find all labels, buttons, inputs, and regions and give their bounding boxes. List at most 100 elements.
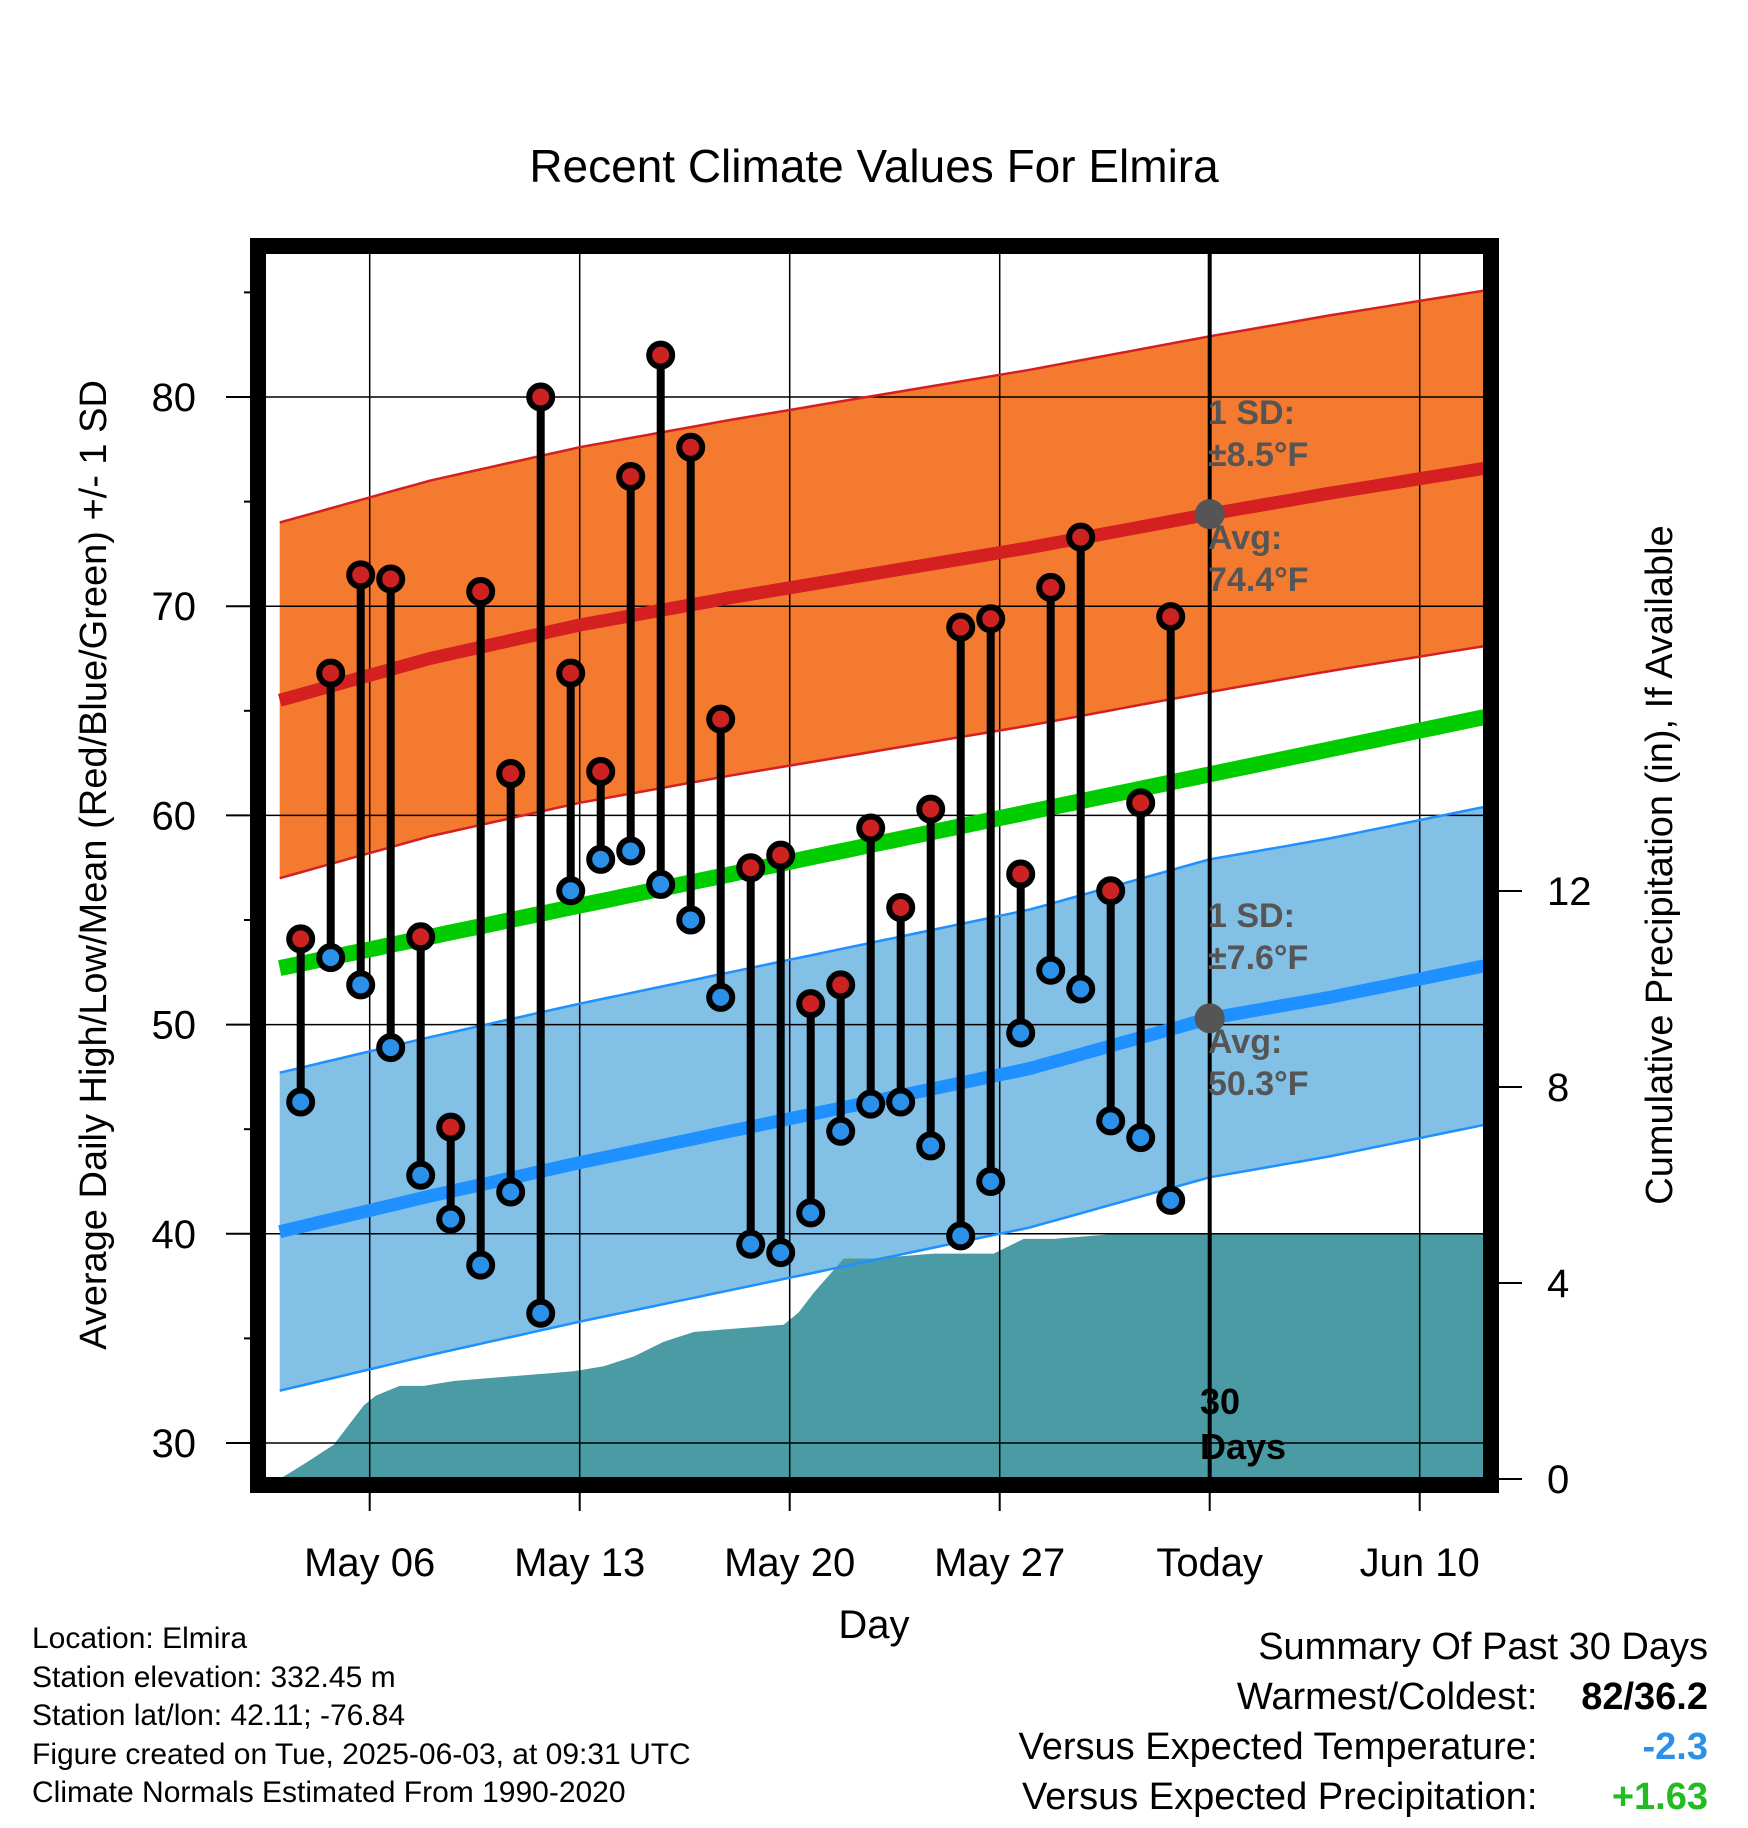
station-info: Location: Elmira Station elevation: 332.… — [32, 1620, 691, 1813]
latlon-text: Station lat/lon: 42.11; -76.84 — [32, 1699, 406, 1732]
normal-high-line — [277, 461, 1485, 707]
summary-temperature: Versus Expected Temperature: -2.3 — [1019, 1722, 1708, 1772]
y-right-tick-label: 8 — [1547, 1066, 1569, 1110]
daily-high-point — [736, 853, 766, 883]
daily-high-point — [886, 892, 916, 922]
daily-high-low-bars — [286, 340, 1186, 1328]
summary-panel: Summary Of Past 30 Days Warmest/Coldest:… — [1019, 1622, 1708, 1822]
days-unit-label: Days — [1200, 1426, 1286, 1467]
daily-low-point — [706, 982, 736, 1012]
daily-low-point — [346, 970, 376, 1000]
low-sd-label: 1 SD: — [1208, 897, 1295, 935]
x-axis: May 06 May 13 May 20 May 27 Today Jun 10 — [304, 1493, 1480, 1585]
daily-bar — [526, 382, 556, 1328]
warm-cold-value: 82/36.2 — [1581, 1676, 1708, 1718]
y-left-tick-label: 60 — [152, 794, 197, 838]
y-right-label: Cumulative Precipitation (in), If Availa… — [1639, 525, 1681, 1204]
daily-high-point — [916, 794, 946, 824]
daily-bar — [1006, 859, 1036, 1048]
daily-low-point — [916, 1131, 946, 1161]
low-avg-marker — [1194, 1003, 1225, 1034]
daily-high-point — [766, 840, 796, 870]
daily-high-point — [1126, 788, 1156, 818]
chart-title: Recent Climate Values For Elmira — [529, 140, 1219, 192]
location-text: Location: Elmira — [32, 1622, 248, 1655]
daily-high-point — [436, 1112, 466, 1142]
daily-low-point — [766, 1238, 796, 1268]
daily-bar — [826, 970, 856, 1146]
daily-high-point — [376, 564, 406, 594]
daily-high-point — [496, 759, 526, 789]
daily-bar — [556, 658, 586, 906]
daily-high-point — [586, 756, 616, 786]
daily-bar — [1036, 572, 1066, 985]
summary-precipitation: Versus Expected Precipitation: +1.63 — [1019, 1772, 1708, 1822]
daily-high-point — [706, 704, 736, 734]
x-tick-label: May 27 — [934, 1541, 1065, 1585]
daily-bar — [736, 853, 766, 1259]
daily-bar — [886, 892, 916, 1117]
low-band-lower-edge — [279, 1123, 1485, 1392]
daily-bar — [856, 813, 886, 1119]
daily-bar — [406, 922, 436, 1190]
daily-low-point — [1066, 974, 1096, 1004]
low-avg-value: 50.3°F — [1208, 1065, 1309, 1103]
daily-low-point — [886, 1087, 916, 1117]
daily-low-point — [316, 943, 346, 973]
right-axis: 0 4 8 12 — [1499, 870, 1592, 1502]
daily-bar — [706, 704, 736, 1012]
daily-low-point — [796, 1198, 826, 1228]
precipitation-area — [279, 1234, 1485, 1479]
y-left-tick-label: 50 — [152, 1004, 197, 1048]
days-count-label: 30 — [1200, 1381, 1240, 1422]
normal-mean-line — [278, 708, 1485, 976]
high-sd-band — [279, 290, 1485, 879]
y-left-tick-label: 30 — [152, 1422, 197, 1466]
high-avg-label: Avg: — [1208, 519, 1282, 557]
elevation-text: Station elevation: 332.45 m — [32, 1660, 396, 1694]
daily-bar — [496, 759, 526, 1207]
daily-bar — [1066, 522, 1096, 1004]
daily-low-point — [496, 1177, 526, 1207]
daily-low-point — [526, 1298, 556, 1328]
daily-high-point — [1066, 522, 1096, 552]
daily-bar — [1156, 602, 1186, 1215]
daily-high-point — [826, 970, 856, 1000]
daily-high-point — [466, 577, 496, 607]
daily-high-point — [616, 461, 646, 491]
daily-bar — [436, 1112, 466, 1234]
high-avg-marker — [1194, 499, 1225, 530]
daily-bar — [316, 658, 346, 973]
normals-text: Climate Normals Estimated From 1990-2020 — [32, 1776, 626, 1809]
summary-title: Summary Of Past 30 Days — [1258, 1626, 1708, 1668]
daily-low-point — [676, 905, 706, 935]
daily-high-point — [406, 922, 436, 952]
daily-high-point — [946, 612, 976, 642]
daily-low-point — [1096, 1106, 1126, 1136]
high-band-upper-edge — [279, 289, 1485, 524]
daily-high-point — [1036, 572, 1066, 602]
y-right-tick-label: 12 — [1547, 870, 1592, 914]
daily-bar — [586, 756, 616, 874]
daily-bar — [616, 461, 646, 866]
daily-bar — [766, 840, 796, 1268]
daily-low-point — [646, 869, 676, 899]
low-sd-value: ±7.6°F — [1208, 939, 1308, 977]
daily-low-point — [286, 1087, 316, 1117]
daily-low-point — [1126, 1123, 1156, 1153]
daily-low-point — [436, 1204, 466, 1234]
daily-low-point — [826, 1116, 856, 1146]
daily-low-point — [1006, 1018, 1036, 1048]
summary-warm-cold: Warmest/Coldest: 82/36.2 — [1019, 1672, 1708, 1722]
daily-low-point — [616, 836, 646, 866]
plot-frame — [250, 238, 1499, 1493]
high-sd-value: ±8.5°F — [1208, 436, 1308, 474]
y-right-tick-label: 4 — [1547, 1262, 1569, 1306]
high-band-lower-edge — [279, 644, 1485, 880]
daily-high-point — [556, 658, 586, 688]
temp-label: Versus Expected Temperature: — [1018, 1726, 1538, 1768]
high-sd-label: 1 SD: — [1208, 394, 1295, 432]
y-left-label: Average Daily High/Low/Mean (Red/Blue/Gr… — [73, 380, 115, 1350]
y-left-tick-label: 80 — [152, 376, 197, 420]
